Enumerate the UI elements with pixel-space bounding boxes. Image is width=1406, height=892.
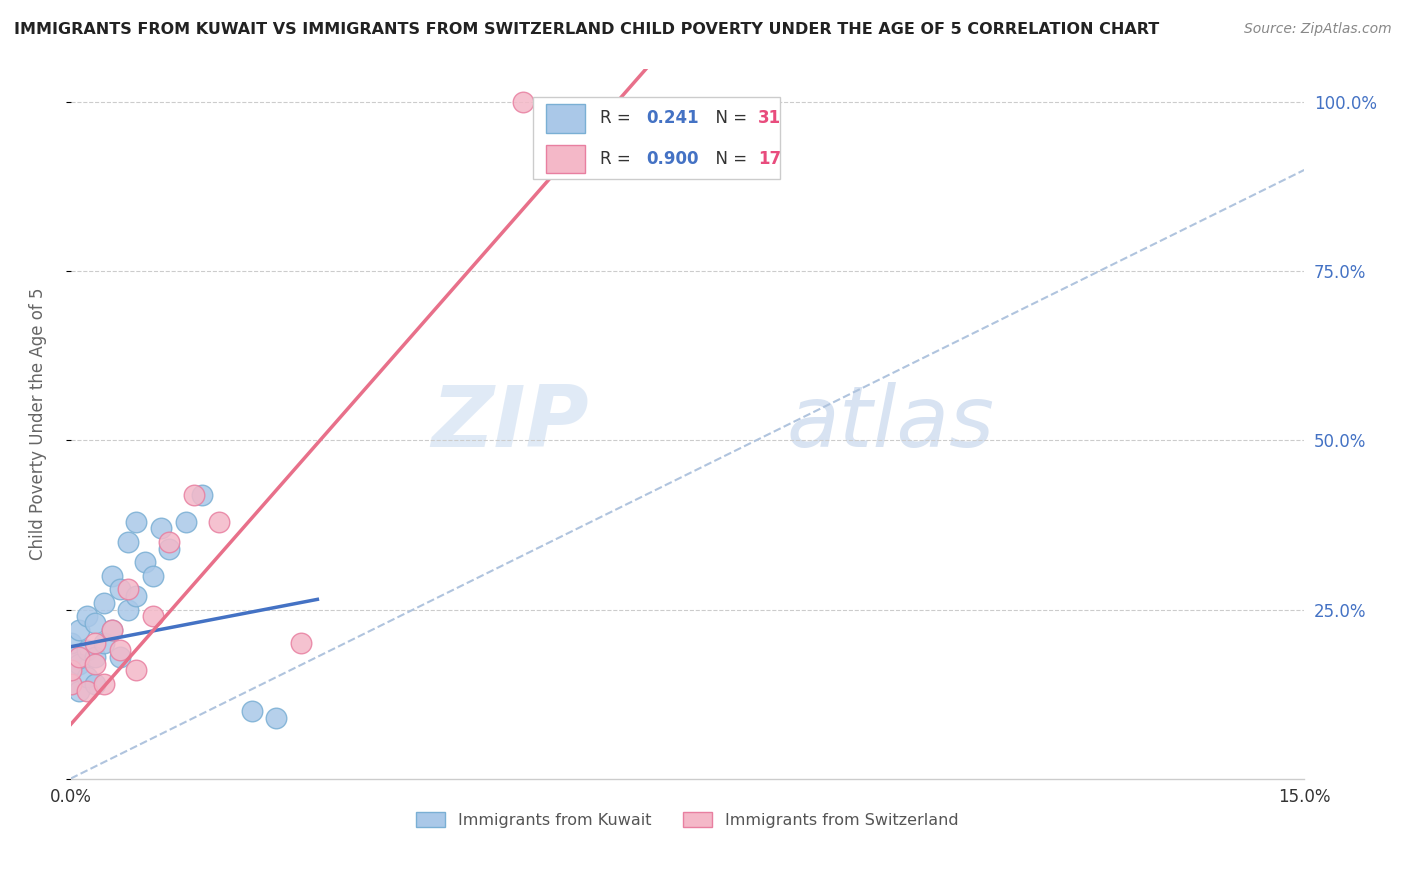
Text: R =: R = (600, 110, 636, 128)
Point (59, 636, 82, 650)
Text: N =: N = (704, 110, 752, 128)
Point (59, 664, 82, 678)
Point (108, 649, 131, 664)
Point (191, 487, 214, 501)
Point (117, 582, 139, 597)
FancyBboxPatch shape (533, 97, 780, 178)
Point (59, 664, 82, 678)
Text: IMMIGRANTS FROM KUWAIT VS IMMIGRANTS FROM SWITZERLAND CHILD POVERTY UNDER THE AG: IMMIGRANTS FROM KUWAIT VS IMMIGRANTS FRO… (14, 22, 1160, 37)
Point (157, 541, 180, 556)
Point (125, 515, 148, 529)
Text: atlas: atlas (786, 382, 994, 465)
Point (59, 677, 82, 691)
Point (240, 704, 263, 718)
Point (76, 683, 98, 698)
Text: 0.900: 0.900 (647, 150, 699, 169)
Legend: Immigrants from Kuwait, Immigrants from Switzerland: Immigrants from Kuwait, Immigrants from … (411, 805, 965, 835)
Point (208, 515, 231, 529)
Point (59, 649, 82, 664)
Y-axis label: Child Poverty Under the Age of 5: Child Poverty Under the Age of 5 (30, 287, 46, 560)
Point (134, 555, 156, 569)
Text: ZIP: ZIP (432, 382, 589, 465)
Point (84, 657, 107, 671)
Point (512, 95, 534, 110)
Point (142, 609, 165, 624)
Point (84, 649, 107, 664)
Point (108, 582, 131, 597)
Text: 0.241: 0.241 (647, 110, 699, 128)
Point (84, 615, 107, 630)
Point (142, 568, 165, 582)
Text: 31: 31 (758, 110, 780, 128)
Point (84, 677, 107, 691)
Point (101, 568, 124, 582)
Point (76, 609, 98, 624)
Point (67, 623, 90, 637)
Point (76, 670, 98, 684)
Point (264, 711, 287, 725)
Point (183, 487, 205, 501)
Point (59, 677, 82, 691)
Point (174, 515, 197, 529)
Point (125, 589, 148, 603)
Point (101, 623, 124, 637)
Point (93, 596, 115, 610)
Point (67, 649, 90, 664)
FancyBboxPatch shape (546, 145, 585, 173)
Point (93, 677, 115, 691)
Point (290, 636, 312, 650)
Text: R =: R = (600, 150, 636, 169)
Point (101, 623, 124, 637)
Point (108, 643, 131, 657)
Point (117, 534, 139, 549)
Point (67, 683, 90, 698)
Text: Source: ZipAtlas.com: Source: ZipAtlas.com (1244, 22, 1392, 37)
FancyBboxPatch shape (546, 104, 585, 133)
Point (76, 643, 98, 657)
Point (150, 521, 173, 535)
Point (84, 636, 107, 650)
Text: 17: 17 (758, 150, 780, 169)
Point (125, 664, 148, 678)
Text: N =: N = (704, 150, 752, 169)
Point (67, 657, 90, 671)
Point (117, 602, 139, 616)
Point (93, 636, 115, 650)
Point (157, 534, 180, 549)
